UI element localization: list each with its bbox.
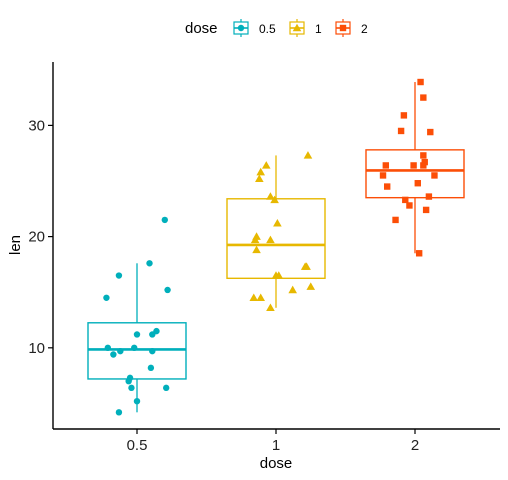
data-point (147, 364, 155, 372)
data-point (146, 260, 153, 267)
data-point (425, 193, 433, 200)
data-point (406, 202, 413, 209)
data-point (104, 344, 112, 352)
x-tick-label: 2 (411, 437, 419, 454)
data-point (133, 397, 141, 405)
data-point (252, 232, 261, 240)
data-point (382, 162, 390, 169)
data-point (414, 180, 421, 187)
data-point (131, 344, 138, 352)
data-point (270, 195, 279, 204)
legend-label-2: 2 (361, 22, 368, 36)
box-0.5 (87, 263, 187, 413)
data-point (420, 152, 427, 159)
data-point (252, 245, 261, 254)
data-point (126, 374, 134, 382)
y-axis-title: len (7, 235, 24, 255)
legend-key-marker (292, 23, 302, 32)
box-body (87, 322, 187, 380)
data-point (273, 218, 282, 227)
data-point (384, 183, 391, 190)
data-point (306, 282, 316, 290)
legend-key-marker (339, 24, 347, 32)
data-point (103, 294, 110, 301)
data-point (266, 192, 275, 200)
data-point (421, 158, 428, 166)
box-body (226, 198, 326, 280)
data-point (149, 347, 156, 355)
legend-item-1: 1 (289, 19, 322, 37)
data-point (261, 161, 271, 169)
points-layer (103, 78, 438, 416)
legend-label-0.5: 0.5 (259, 22, 276, 36)
legend-key-marker (237, 24, 245, 32)
data-point (255, 174, 264, 182)
data-point (162, 384, 170, 392)
data-point (115, 272, 123, 279)
box-body (365, 149, 465, 199)
box-2 (365, 82, 465, 254)
x-tick-label: 1 (272, 437, 280, 454)
x-tick-label: 0.5 (127, 437, 148, 454)
data-point (422, 206, 430, 214)
data-point (431, 172, 438, 179)
data-point (249, 293, 259, 301)
legend-item-2: 2 (335, 19, 368, 37)
data-point (274, 271, 284, 279)
data-point (161, 216, 168, 224)
boxes-layer (87, 82, 465, 413)
data-point (397, 127, 405, 135)
y-tick-label: 20 (28, 229, 45, 246)
data-point (415, 250, 423, 257)
data-point (266, 303, 275, 312)
data-point (420, 162, 427, 169)
data-point (379, 172, 387, 179)
data-point (402, 196, 409, 204)
data-point (117, 347, 124, 355)
data-point (417, 78, 424, 86)
data-point (288, 285, 297, 294)
data-point (410, 162, 417, 169)
y-axis-ticks: 10 20 30 (28, 117, 53, 357)
data-point (420, 94, 427, 101)
legend: dose 0.5 1 2 (185, 19, 368, 37)
data-point (133, 331, 141, 338)
legend-title: dose (185, 20, 218, 37)
data-point (302, 262, 311, 270)
data-point (110, 351, 117, 358)
data-point (256, 293, 266, 301)
data-point (400, 112, 408, 119)
data-point (164, 286, 171, 294)
legend-label-1: 1 (315, 22, 322, 36)
data-point (427, 128, 434, 136)
x-axis-ticks: 0.5 1 2 (127, 429, 419, 454)
data-point (392, 216, 399, 224)
legend-item-0.5: 0.5 (233, 19, 276, 37)
data-point (115, 409, 123, 416)
data-point (256, 167, 266, 176)
x-axis-title: dose (260, 455, 293, 472)
data-point (266, 235, 275, 244)
data-point (303, 151, 313, 159)
y-tick-label: 30 (28, 117, 45, 134)
data-point (128, 384, 135, 392)
data-point (153, 327, 160, 335)
y-tick-label: 10 (28, 340, 45, 357)
